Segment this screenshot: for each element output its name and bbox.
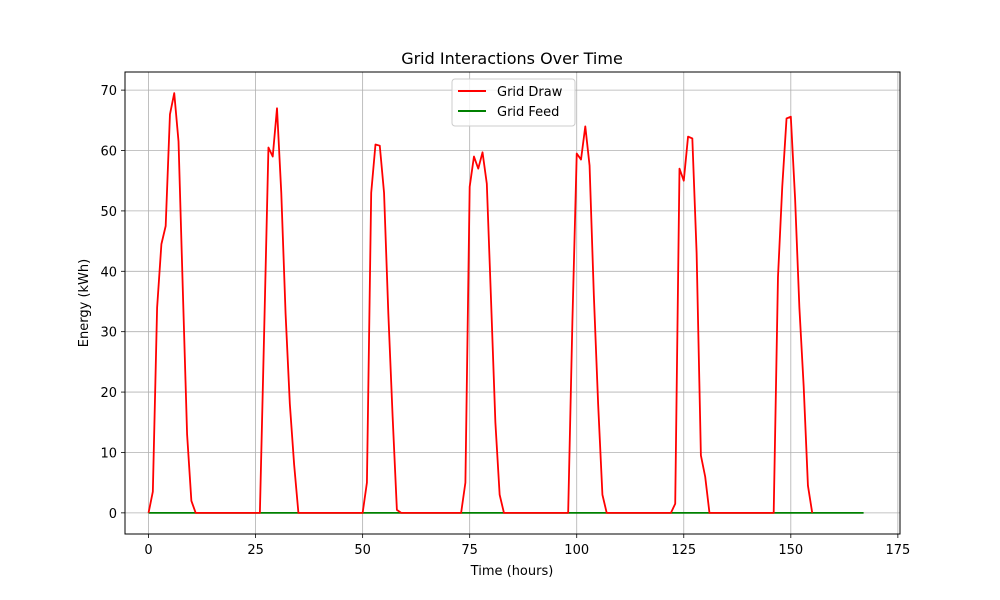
y-tick-label: 30 xyxy=(100,326,117,341)
legend-label-grid-draw: Grid Draw xyxy=(497,85,563,100)
x-axis-label: Time (hours) xyxy=(470,564,554,579)
y-tick-label: 60 xyxy=(100,145,117,160)
y-tick-label: 10 xyxy=(100,446,117,461)
y-ticks: 0 10 20 30 40 50 60 70 xyxy=(100,84,125,522)
series-lines xyxy=(147,92,864,514)
y-tick-label: 0 xyxy=(109,507,117,522)
legend: Grid Draw Grid Feed xyxy=(451,78,576,127)
y-tick-label: 40 xyxy=(100,265,117,280)
y-tick-label: 50 xyxy=(100,205,117,220)
x-tick-label: 50 xyxy=(354,543,371,558)
y-tick-label: 20 xyxy=(100,386,117,401)
plot-frame xyxy=(124,71,901,535)
x-tick-label: 25 xyxy=(247,543,264,558)
series-line-grid-draw xyxy=(147,92,814,514)
x-tick-label: 75 xyxy=(461,543,478,558)
x-tick-label: 0 xyxy=(144,543,152,558)
grid-lines xyxy=(125,72,900,534)
y-tick-label: 70 xyxy=(100,84,117,99)
x-tick-label: 150 xyxy=(778,543,803,558)
x-ticks: 0 25 50 75 100 125 150 175 xyxy=(144,534,910,558)
chart-title: Grid Interactions Over Time xyxy=(401,49,623,68)
legend-label-grid-feed: Grid Feed xyxy=(497,105,559,120)
x-tick-label: 175 xyxy=(885,543,910,558)
y-axis-label: Energy (kWh) xyxy=(77,259,92,347)
x-tick-label: 100 xyxy=(564,543,589,558)
x-tick-label: 125 xyxy=(671,543,696,558)
